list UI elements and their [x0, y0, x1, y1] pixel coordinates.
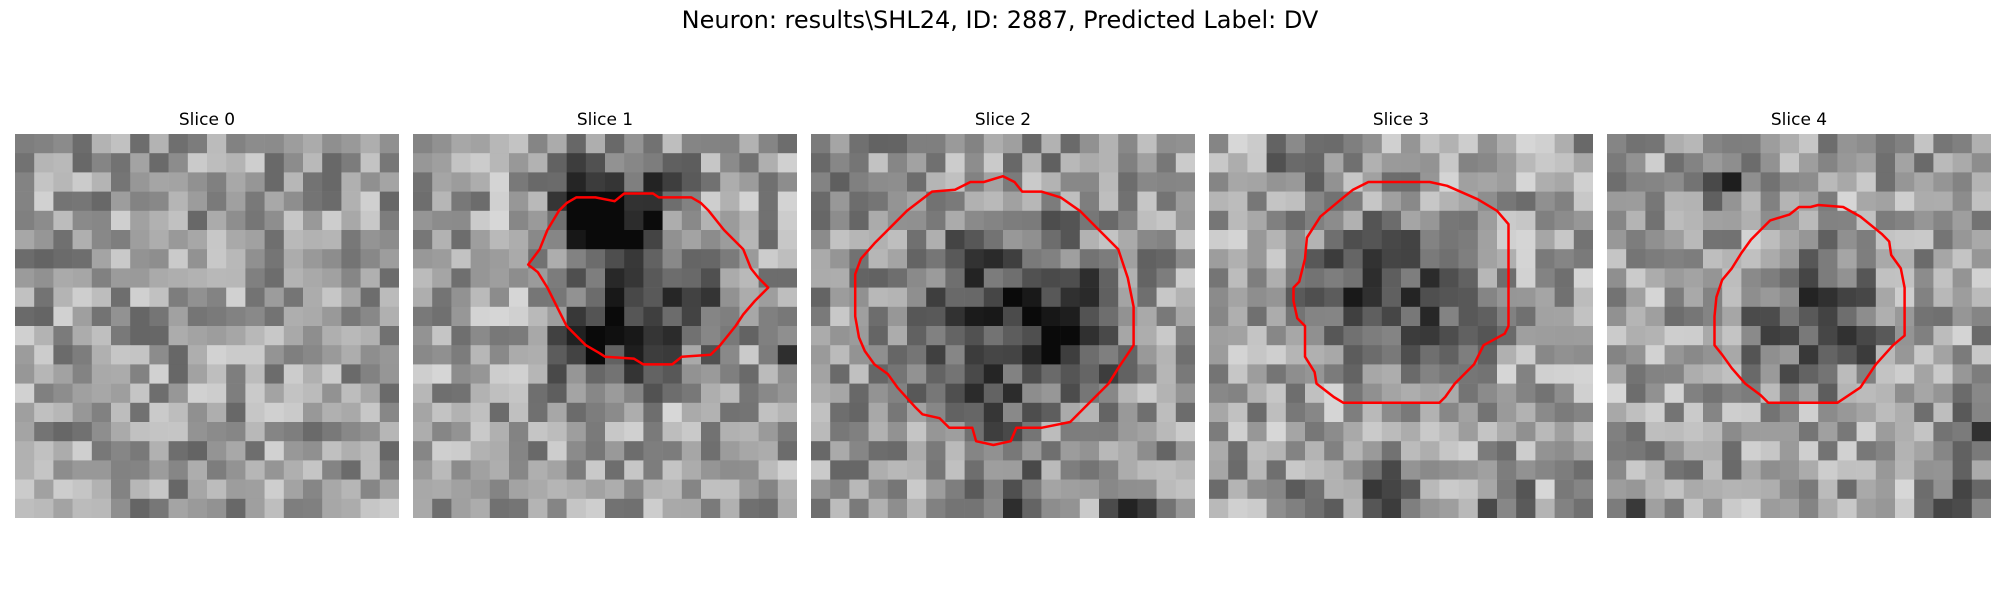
slice-pixel-grid	[1607, 134, 1991, 518]
slice-pixel-grid	[811, 134, 1195, 518]
slice-image	[811, 134, 1195, 518]
slice-title: Slice 3	[1372, 110, 1430, 130]
segmentation-contour	[1292, 180, 1510, 405]
slice-title: Slice 1	[576, 110, 634, 130]
slice-image	[413, 134, 797, 518]
slice-image	[1607, 134, 1991, 518]
segmentation-contour	[1713, 203, 1906, 405]
slice-pixel-grid	[413, 134, 797, 518]
slice-title: Slice 0	[178, 110, 236, 130]
figure-title: Neuron: results\SHL24, ID: 2887, Predict…	[681, 6, 1319, 34]
segmentation-contour	[853, 174, 1135, 447]
segmentation-contour	[526, 192, 770, 366]
slice-pixel-grid	[1209, 134, 1593, 518]
slice-title: Slice 2	[974, 110, 1032, 130]
slice-pixel-grid	[15, 134, 399, 518]
slice-image	[1209, 134, 1593, 518]
slice-title: Slice 4	[1770, 110, 1828, 130]
slice-image	[15, 134, 399, 518]
